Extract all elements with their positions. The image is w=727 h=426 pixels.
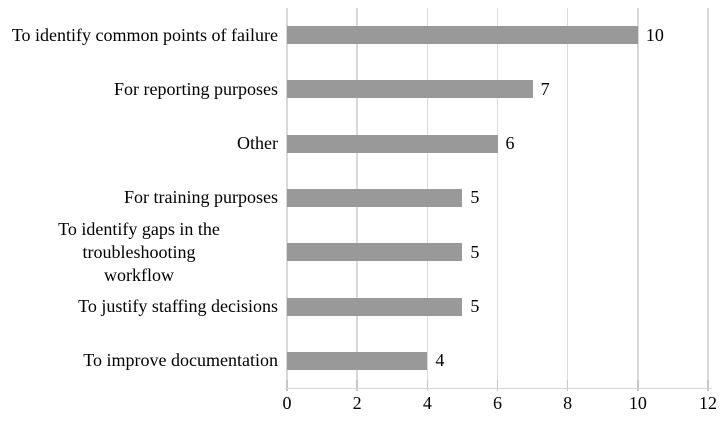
- bar: [287, 297, 463, 316]
- category-label-line: To justify staffing decisions: [78, 296, 278, 317]
- axis-tick-mark: [356, 380, 358, 391]
- bar: [287, 26, 638, 45]
- gridline: [566, 8, 569, 388]
- bar: [287, 243, 463, 262]
- category-label-line: Other: [237, 133, 278, 154]
- category-label-text: To identify common points of failure: [12, 24, 278, 47]
- bar-value-label: 6: [505, 133, 515, 154]
- axis-tick-mark: [286, 380, 288, 391]
- gridline: [496, 8, 499, 388]
- axis-tick-mark: [426, 380, 429, 391]
- category-label-text: Other: [237, 132, 278, 155]
- category-label-text: To identify gaps in the troubleshooting w…: [0, 218, 278, 287]
- bar-value-label: 4: [435, 350, 445, 371]
- category-label: For training purposes: [0, 171, 278, 225]
- axis-tick-mark: [637, 380, 639, 391]
- x-axis-tick-label: 0: [282, 393, 292, 413]
- bar-value-label: 7: [540, 78, 550, 99]
- axis-tick-mark: [496, 380, 499, 391]
- gridline: [286, 8, 288, 388]
- category-label: For reporting purposes: [0, 62, 278, 116]
- category-label: Other: [0, 117, 278, 171]
- category-label: To improve documentation: [0, 334, 278, 388]
- bar: [287, 189, 463, 207]
- category-label-line: workflow: [104, 264, 174, 285]
- bar-value-label: 5: [470, 296, 480, 317]
- x-axis-tick-label: 2: [352, 393, 362, 413]
- x-axis-tick-label: 4: [422, 393, 432, 413]
- category-label-text: To improve documentation: [83, 349, 278, 372]
- gridline: [637, 8, 639, 388]
- gridline: [707, 8, 709, 388]
- category-label-text: For training purposes: [124, 186, 278, 209]
- category-label: To justify staffing decisions: [0, 279, 278, 333]
- category-label: To identify common points of failure: [0, 8, 278, 62]
- axis-tick-mark: [707, 380, 709, 391]
- bar: [287, 80, 533, 99]
- x-axis-tick-label: 6: [493, 393, 502, 413]
- x-axis-tick-label: 8: [563, 393, 573, 413]
- category-label-text: For reporting purposes: [114, 78, 278, 101]
- category-label-line: For reporting purposes: [114, 78, 278, 99]
- category-label-line: For training purposes: [124, 187, 278, 208]
- bar-value-label: 5: [470, 187, 480, 208]
- category-label-line: To identify gaps in the troubleshooting: [58, 218, 220, 262]
- x-axis-line: [285, 388, 712, 390]
- x-axis-tick-label: 10: [628, 393, 647, 413]
- x-axis-tick-label: 12: [699, 393, 717, 413]
- category-label-text: To justify staffing decisions: [78, 295, 278, 318]
- bar-value-label: 5: [470, 241, 480, 262]
- bar: [287, 351, 428, 370]
- axis-tick-mark: [566, 380, 569, 391]
- category-label-line: To improve documentation: [83, 350, 278, 371]
- bar-value-label: 10: [645, 24, 664, 45]
- category-label-line: To identify common points of failure: [11, 24, 278, 45]
- bar: [287, 134, 498, 153]
- category-label: To identify gaps in the troubleshooting w…: [0, 219, 278, 285]
